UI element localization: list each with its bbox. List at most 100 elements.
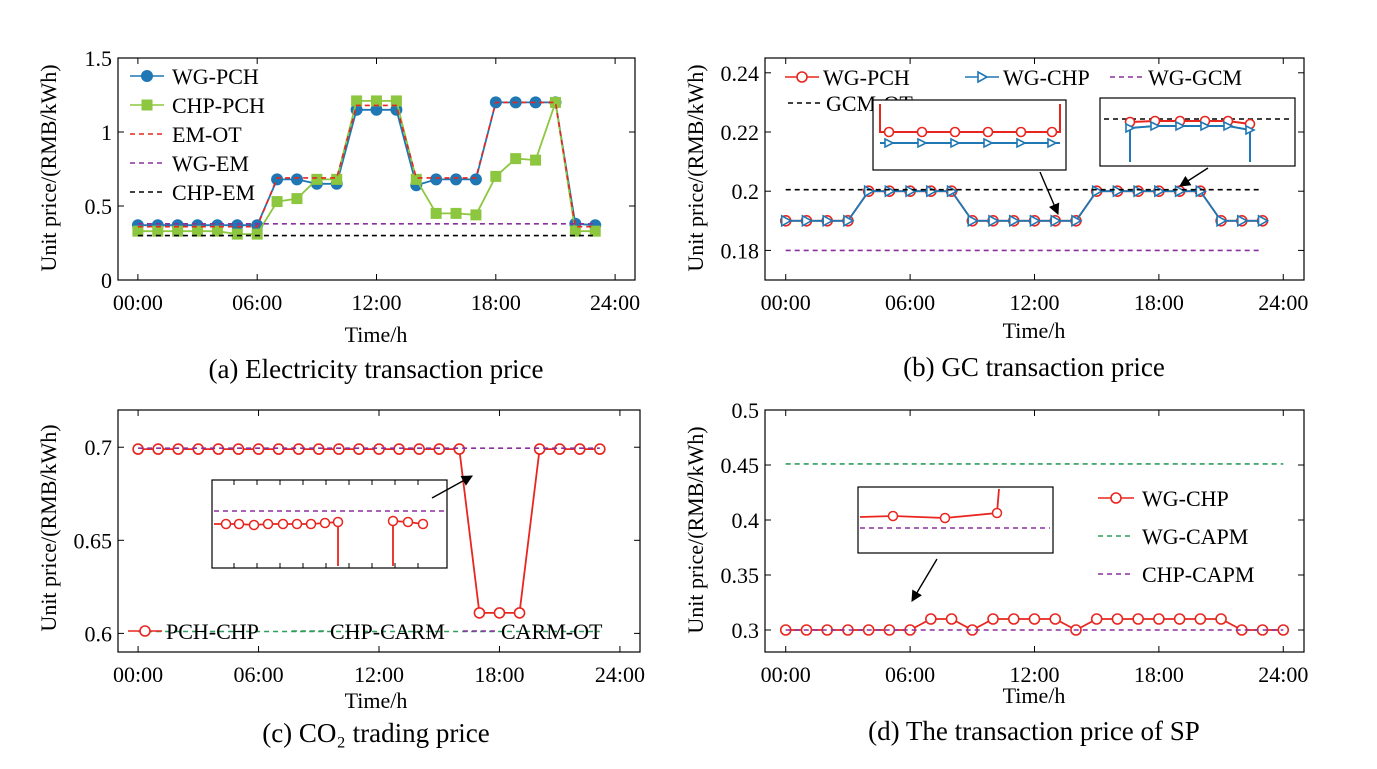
data-point-wg-chp xyxy=(1153,613,1165,625)
series-line-wg-chp xyxy=(785,190,1263,222)
axis-ticks: 00:00 06:00 12:00 18:00 24:00 0.6 0.65 0.7 xyxy=(74,410,645,687)
legend-item-em-ot: EM-OT xyxy=(130,122,242,147)
x-tick-label: 00:00 xyxy=(113,662,163,687)
data-point-chp-pch xyxy=(510,153,522,165)
data-point-wg-chp xyxy=(1008,214,1021,228)
y-tick-label: 0.6 xyxy=(85,621,113,646)
series-line-em-ot xyxy=(137,101,596,228)
data-point-pch-chp xyxy=(573,443,586,455)
data-point-pch-chp xyxy=(453,443,466,455)
inset-pointer xyxy=(1039,171,1060,216)
data-point-wg-chp xyxy=(1007,613,1020,625)
panel-caption: (c) CO₂ trading price xyxy=(262,718,490,748)
x-tick-label: 00:00 xyxy=(113,290,163,315)
x-tick-label: 00:00 xyxy=(761,662,811,687)
x-tick-label: 18:00 xyxy=(471,290,521,315)
y-tick-label: 0.45 xyxy=(721,453,760,478)
y-tick-label: 1.5 xyxy=(85,46,113,71)
data-point-wg-chp xyxy=(987,613,999,625)
legend-item-chp-em: CHP-EM xyxy=(130,180,255,205)
data-point-chp-pch xyxy=(251,228,263,240)
panel-gc: 00:00 06:00 12:00 18:00 24:00 0.18 0.2 0.22 0.24… xyxy=(683,57,1308,382)
data-point-chp-pch xyxy=(410,173,422,185)
data-point-chp-pch xyxy=(450,207,462,219)
x-tick-label: 06:00 xyxy=(885,662,935,687)
legend-label: CHP-CARM xyxy=(330,619,445,644)
y-tick-label: 0.24 xyxy=(721,61,760,86)
legend-marker xyxy=(141,70,153,82)
data-point-chp-pch xyxy=(311,173,323,185)
data-point-wg-chp xyxy=(946,184,959,198)
data-point-pch-chp xyxy=(493,607,506,619)
data-point-wg-chp xyxy=(1090,613,1103,625)
legend-marker xyxy=(796,71,808,83)
x-tick-label: 18:00 xyxy=(474,662,524,687)
x-tick-label: 24:00 xyxy=(1258,290,1308,315)
data-point-chp-pch xyxy=(470,209,482,221)
data-point-wg-pch xyxy=(271,173,284,186)
data-point-wg-chp xyxy=(1132,613,1144,625)
legend-label: WG-GCM xyxy=(1148,65,1242,90)
y-axis-label: Unit price/(RMB/kWh) xyxy=(683,426,708,633)
data-point-wg-chp xyxy=(1111,613,1124,625)
x-tick-label: 24:00 xyxy=(595,662,645,687)
legend-item-wg-em: WG-EM xyxy=(130,151,249,176)
data-point-chp-pch xyxy=(390,95,402,107)
data-point-wg-chp xyxy=(1237,214,1249,228)
data-point-wg-chp xyxy=(1174,184,1187,198)
data-point-pch-chp xyxy=(212,443,225,455)
data-point-wg-chp xyxy=(1154,184,1166,198)
y-tick-label: 1 xyxy=(101,120,112,145)
data-point-wg-chp xyxy=(843,214,855,228)
legend-label: WG-CHP xyxy=(1142,486,1229,511)
y-tick-label: 0.18 xyxy=(721,238,760,263)
data-point-pch-chp xyxy=(373,443,385,455)
legend-item-carm-ot: CARM-OT xyxy=(463,619,603,644)
data-point-wg-chp xyxy=(1215,613,1227,625)
x-tick-label: 18:00 xyxy=(1134,662,1184,687)
data-point-pch-chp xyxy=(533,443,546,455)
y-tick-label: 0.5 xyxy=(85,194,113,219)
data-point-wg-chp xyxy=(822,214,834,228)
data-point-wg-chp xyxy=(1071,214,1083,228)
data-point-pch-chp xyxy=(413,443,425,455)
data-point-chp-pch xyxy=(331,173,343,185)
data-point-pch-chp xyxy=(473,607,486,619)
data-point-pch-chp xyxy=(172,443,185,455)
x-axis-label: Time/h xyxy=(345,322,408,347)
data-point-pch-chp xyxy=(594,443,606,455)
y-axis-label: Unit price/(RMB/kWh) xyxy=(36,424,61,631)
legend-item-wg-chp: WG-CHP xyxy=(965,65,1090,90)
panel-co2: 00:00 06:00 12:00 18:00 24:00 0.6 0.65 0.7 PCH-… xyxy=(36,409,645,748)
y-tick-label: 0 xyxy=(101,268,112,293)
data-point-wg-chp xyxy=(1049,613,1062,625)
x-tick-label: 12:00 xyxy=(1009,290,1059,315)
data-point-chp-pch xyxy=(231,228,243,240)
data-point-wg-chp xyxy=(1028,613,1041,625)
data-point-wg-chp xyxy=(1173,613,1186,625)
x-tick-label: 12:00 xyxy=(351,290,401,315)
y-axis-label: Unit price/(RMB/kWh) xyxy=(36,64,61,271)
legend-item-wg-gcm: WG-GCM xyxy=(1110,65,1242,90)
legend: WG-CHP WG-CAPM CHP-CAPM xyxy=(1098,486,1254,587)
data-point-pch-chp xyxy=(232,443,245,455)
data-point-wg-chp xyxy=(1195,184,1207,198)
x-axis-label: Time/h xyxy=(345,688,408,713)
panel-caption: (a) Electricity transaction price xyxy=(208,354,543,384)
data-point-pch-chp xyxy=(393,443,405,455)
data-point-wg-chp xyxy=(1029,214,1042,228)
data-point-chp-pch xyxy=(211,225,223,237)
legend-marker xyxy=(1110,492,1122,504)
y-tick-label: 0.22 xyxy=(721,120,760,145)
legend-label: EM-OT xyxy=(172,122,242,147)
data-point-chp-pch xyxy=(192,225,204,237)
x-tick-label: 06:00 xyxy=(232,290,282,315)
data-point-chp-pch xyxy=(430,207,442,219)
inset-zoom xyxy=(211,479,448,569)
data-point-wg-chp xyxy=(780,214,793,228)
data-point-pch-chp xyxy=(553,443,566,455)
legend: WG-PCH CHP-PCH EM-OT WG-EM CHP-EM xyxy=(130,64,265,205)
data-point-wg-chp xyxy=(967,214,979,228)
